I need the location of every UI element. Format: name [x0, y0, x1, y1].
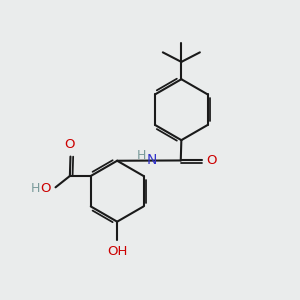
- Text: N: N: [147, 153, 157, 167]
- Text: O: O: [64, 139, 74, 152]
- Text: H: H: [137, 149, 146, 162]
- Text: O: O: [40, 182, 50, 195]
- Text: OH: OH: [107, 245, 127, 258]
- Text: H: H: [31, 182, 40, 195]
- Text: O: O: [206, 154, 217, 167]
